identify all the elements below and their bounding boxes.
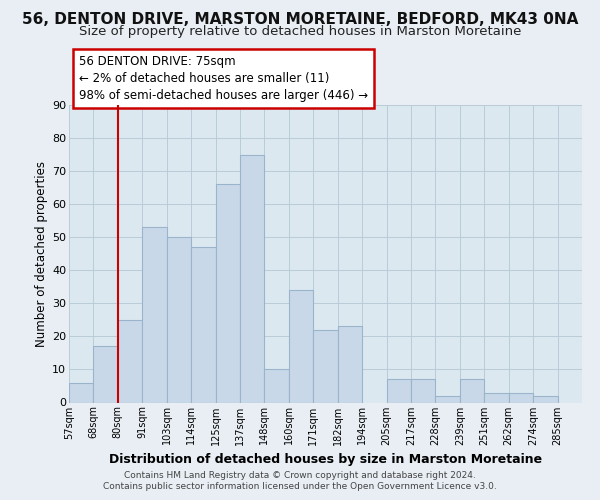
Bar [533,396,557,402]
X-axis label: Distribution of detached houses by size in Marston Moretaine: Distribution of detached houses by size … [109,453,542,466]
Bar [338,326,362,402]
Bar [240,154,265,402]
Bar [436,396,460,402]
Text: 56 DENTON DRIVE: 75sqm
← 2% of detached houses are smaller (11)
98% of semi-deta: 56 DENTON DRIVE: 75sqm ← 2% of detached … [79,55,368,102]
Text: 56, DENTON DRIVE, MARSTON MORETAINE, BEDFORD, MK43 0NA: 56, DENTON DRIVE, MARSTON MORETAINE, BED… [22,12,578,28]
Bar [118,320,142,402]
Bar [215,184,240,402]
Bar [313,330,338,402]
Bar [191,247,215,402]
Bar [386,380,411,402]
Bar [69,382,94,402]
Bar [94,346,118,403]
Bar [411,380,436,402]
Bar [265,370,289,402]
Text: Size of property relative to detached houses in Marston Moretaine: Size of property relative to detached ho… [79,25,521,38]
Bar [142,228,167,402]
Bar [509,392,533,402]
Bar [289,290,313,403]
Bar [460,380,484,402]
Bar [167,237,191,402]
Y-axis label: Number of detached properties: Number of detached properties [35,161,48,347]
Text: Contains HM Land Registry data © Crown copyright and database right 2024.: Contains HM Land Registry data © Crown c… [124,471,476,480]
Text: Contains public sector information licensed under the Open Government Licence v3: Contains public sector information licen… [103,482,497,491]
Bar [484,392,509,402]
